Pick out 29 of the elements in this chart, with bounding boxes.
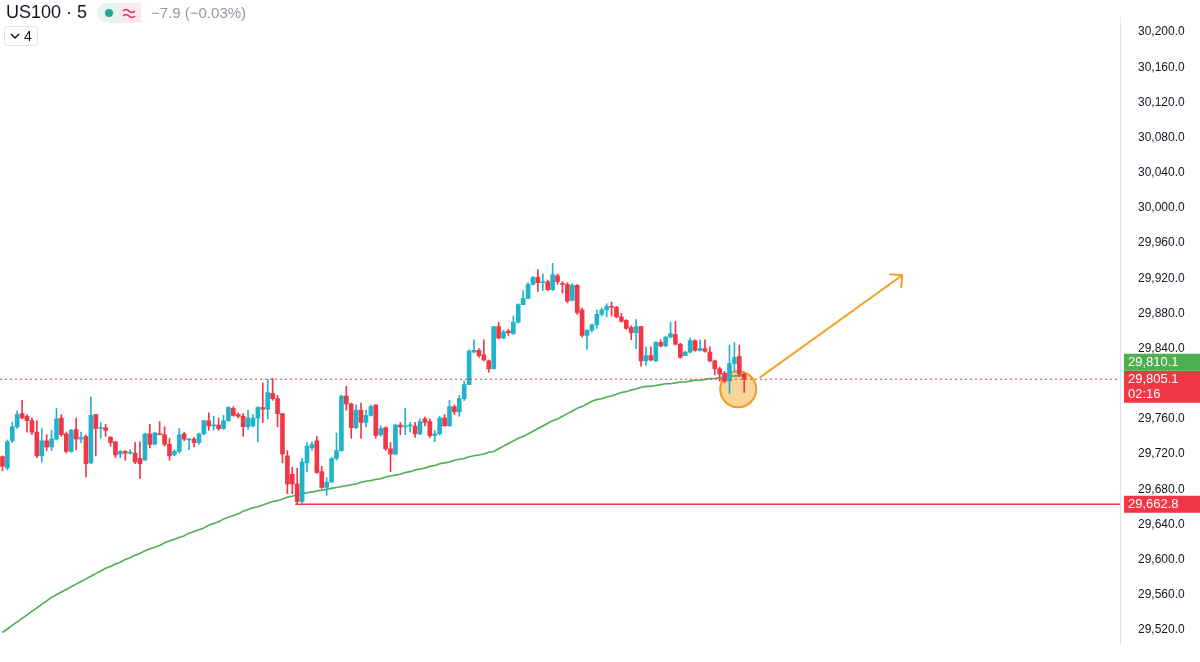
y-tick-label: 29,880.0 [1138,305,1186,320]
y-tick-label: 30,040.0 [1138,165,1186,180]
y-tick-label: 29,920.0 [1138,270,1186,285]
y-tick-label: 30,160.0 [1138,59,1186,74]
y-tick-label: 29,600.0 [1138,551,1186,566]
candlestick [697,339,703,352]
annotation: −7.9 (−0.03%) [151,4,247,21]
y-tick-label: 29,520.0 [1138,622,1186,637]
y-tick-label: 29,640.0 [1138,516,1186,531]
ref-line-label: 29,662.8 [1128,495,1179,511]
y-tick-label: 30,200.0 [1138,24,1186,39]
candlestick [260,382,266,423]
text: 29,810.1 [1128,353,1179,369]
y-tick-label: 30,000.0 [1138,200,1186,215]
y-tick-label: 29,560.0 [1138,587,1186,602]
y-tick-label: 30,080.0 [1138,129,1186,144]
candlestick [540,273,546,291]
y-tick-label: 29,720.0 [1138,446,1186,461]
text: 02:16 [1128,385,1161,401]
y-tick-label: 30,120.0 [1138,94,1186,109]
y-tick-label: 29,840.0 [1138,340,1186,355]
chart-title: US100 · 5 [6,2,88,23]
annotation: 4 [24,28,32,44]
y-tick-label: 29,680.0 [1138,481,1186,496]
ref-line-label: 29,805.1 [1128,370,1179,386]
candlestick [122,450,128,461]
candlestick [98,422,104,439]
y-tick-label: 29,760.0 [1138,411,1186,426]
y-tick-label: 29,960.0 [1138,235,1186,250]
